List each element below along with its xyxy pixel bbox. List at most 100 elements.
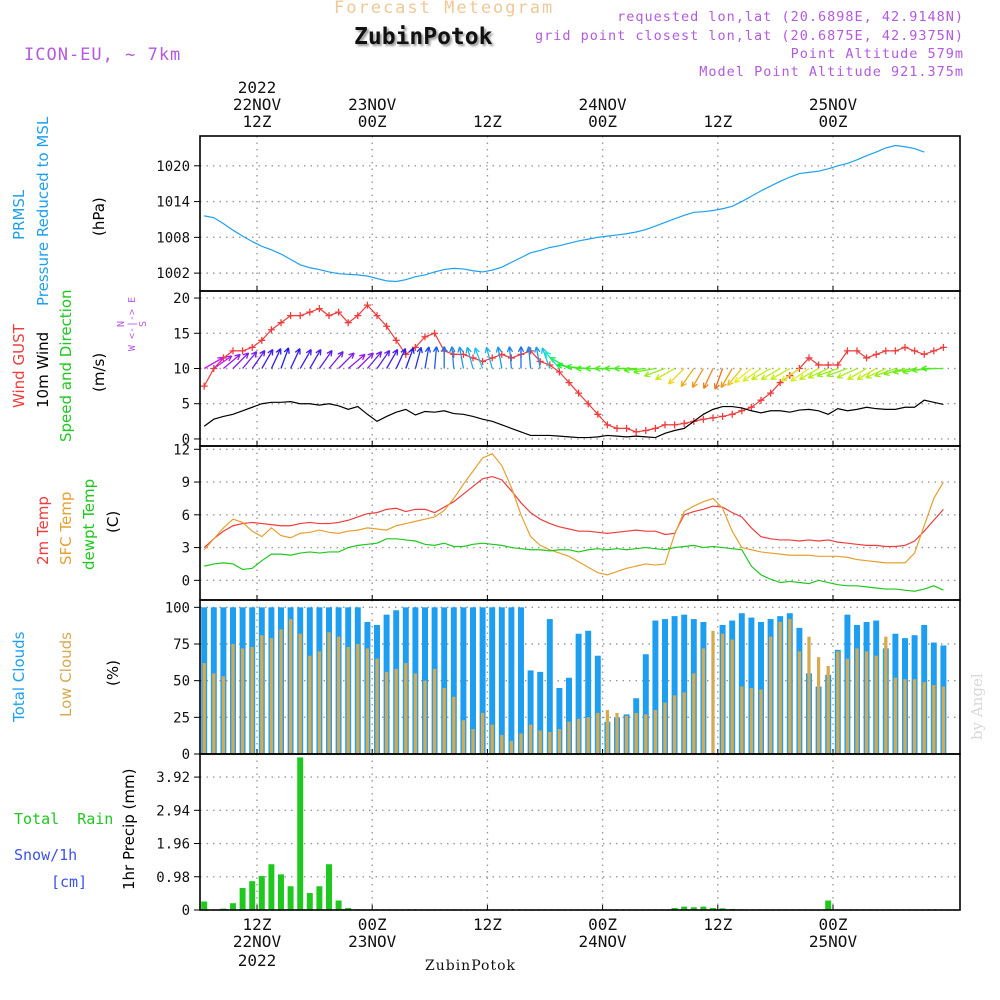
bar-total-clouds	[489, 607, 496, 754]
bar-low-clouds	[327, 632, 331, 754]
wind-arrow	[318, 349, 333, 369]
bar-low-clouds	[893, 677, 898, 754]
gust-marker	[383, 322, 391, 330]
bar-low-clouds	[442, 688, 446, 754]
bar-total-clouds	[758, 622, 764, 754]
gust-marker	[920, 350, 928, 358]
bottom-hour-label: 00Z	[819, 915, 848, 934]
model-name: ICON-EU, ~ 7km	[24, 45, 182, 65]
wind-arrow	[309, 348, 322, 369]
y-tick-label: 100	[165, 600, 190, 616]
y-tick-label: 1014	[156, 195, 190, 211]
bar-low-clouds	[250, 646, 254, 754]
wind-arrow	[432, 346, 440, 369]
wind-arrow	[807, 367, 829, 379]
wind-arrow	[633, 367, 656, 375]
gust-marker	[853, 347, 861, 355]
wind-arrow	[691, 368, 704, 389]
wind-arrow	[643, 367, 666, 378]
bottom-hour-label: 00Z	[358, 915, 387, 934]
bar-total-rain	[335, 900, 342, 910]
wind-arrow	[405, 347, 415, 369]
bar-low-clouds	[720, 633, 725, 754]
bar-low-clouds	[836, 651, 840, 754]
bar-low-clouds	[912, 679, 917, 754]
bar-low-clouds	[884, 636, 888, 754]
top-hour-label: 12Z	[473, 112, 502, 131]
gust-marker	[555, 368, 563, 376]
bar-low-clouds	[778, 622, 782, 754]
bar-low-clouds	[692, 673, 696, 754]
gust-marker	[450, 350, 458, 358]
top-hour-label: 00Z	[819, 112, 848, 131]
top-date-label: 24NOV	[579, 95, 628, 114]
gust-marker	[239, 347, 247, 355]
y-tick-label: 12	[173, 442, 190, 458]
bar-low-clouds	[212, 673, 216, 754]
gust-marker	[699, 415, 707, 423]
bar-low-clouds	[375, 658, 379, 754]
gust-marker	[354, 312, 362, 320]
snow-unit-label: [cm]	[51, 873, 88, 891]
bar-low-clouds	[317, 651, 322, 754]
bar-low-clouds	[452, 696, 456, 754]
wind-arrow	[251, 349, 266, 369]
wind-arrow	[261, 348, 274, 369]
gust-marker	[335, 308, 343, 316]
wind-arrow	[816, 367, 839, 378]
wind-arrow	[449, 346, 456, 369]
bar-total-clouds	[681, 614, 688, 754]
wind-arrow	[376, 349, 391, 369]
wind-arrow	[457, 346, 465, 369]
gust-marker	[891, 347, 899, 355]
wind-arrow	[770, 367, 791, 381]
gust-marker	[757, 396, 765, 404]
bar-total-rain	[681, 906, 688, 910]
gust-marker	[267, 326, 275, 334]
bar-low-clouds	[500, 734, 504, 754]
bar-total-rain	[201, 901, 208, 910]
wind-arrow	[534, 346, 541, 369]
bar-low-clouds	[269, 638, 274, 754]
series-line-sfc-temp	[203, 452, 944, 576]
gust-marker	[315, 305, 323, 313]
wind-arrow	[424, 346, 432, 369]
wind-arrow	[484, 346, 493, 369]
requested-coords: requested lon,lat (20.6898E, 42.9148N)	[617, 9, 964, 25]
snow-label: Snow/1h	[14, 846, 78, 864]
station-name: ZubinPotok	[354, 24, 493, 50]
gust-marker	[709, 414, 717, 422]
bar-low-clouds	[528, 724, 533, 754]
gust-marker	[411, 343, 419, 351]
y-tick-label: 25	[173, 710, 190, 726]
wind-arrow	[668, 368, 685, 385]
gust-marker	[719, 412, 727, 420]
wind-arrow	[760, 367, 781, 381]
bar-low-clouds	[634, 712, 638, 754]
bar-low-clouds	[788, 619, 792, 754]
y-tick-label: 3	[182, 541, 190, 557]
bar-total-clouds	[479, 607, 486, 754]
gust-marker	[651, 424, 659, 432]
wind-arrow	[232, 352, 250, 369]
y-tick-label: 9	[182, 475, 190, 491]
gust-marker	[575, 389, 583, 397]
model-altitude: Model Point Altitude 921.375m	[699, 64, 964, 80]
wind-arrow	[742, 367, 762, 382]
bar-low-clouds	[423, 680, 427, 754]
bar-low-clouds	[576, 718, 581, 754]
gust-marker	[661, 421, 669, 429]
gust-marker	[594, 410, 602, 418]
bar-total-rain	[239, 887, 246, 910]
wind-arrow	[441, 346, 448, 369]
bar-total-rain	[287, 886, 294, 910]
wind-arrow	[495, 346, 503, 369]
axis-text-layer: 1002100810141020051015200369120255075100…	[156, 78, 857, 970]
footer-station: ZubinPotok	[425, 958, 517, 974]
closest-coords-prefix: grid	[534, 28, 572, 44]
wind-arrow	[357, 352, 374, 369]
gust-marker	[939, 343, 947, 351]
bar-total-clouds	[508, 607, 515, 754]
wind-arrow	[655, 367, 675, 381]
wind-arrow	[366, 351, 383, 369]
